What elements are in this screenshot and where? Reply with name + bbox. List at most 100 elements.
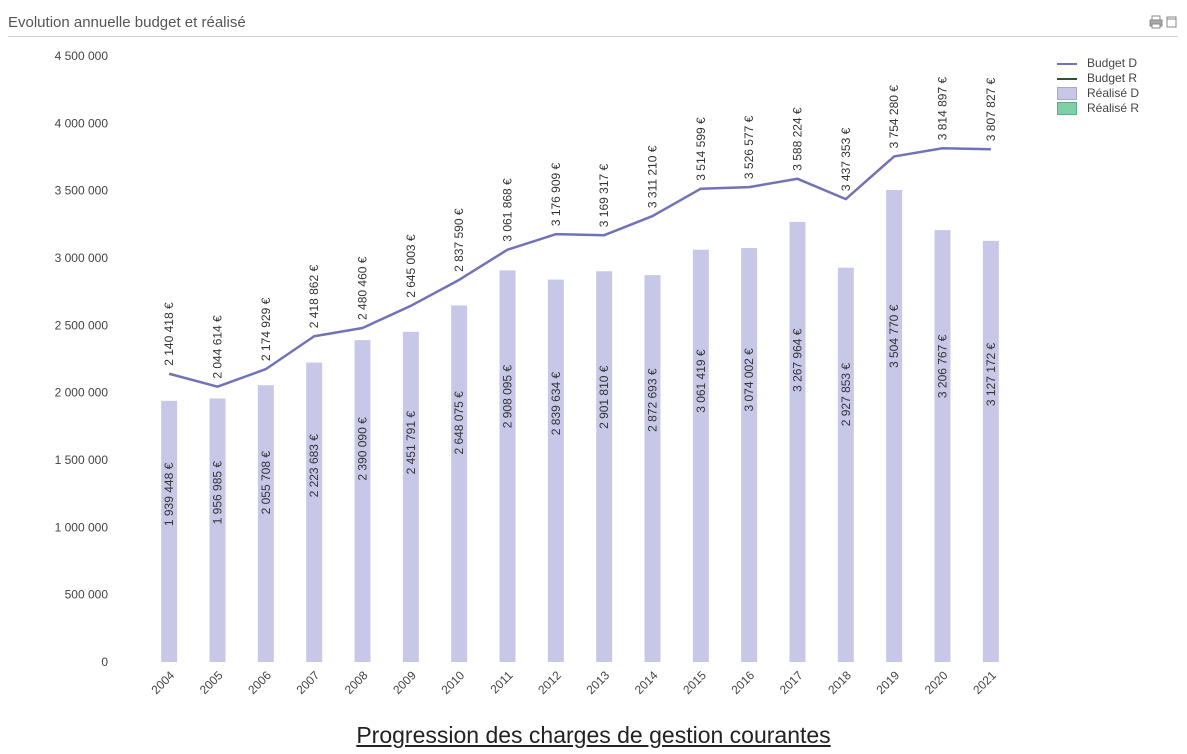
x-tick-label: 2019 <box>874 668 903 697</box>
bar-value-label: 2 901 810 € <box>597 365 611 429</box>
bar-value-label: 3 206 767 € <box>936 334 950 398</box>
budget-r-swatch <box>1057 78 1077 80</box>
bar-value-label: 1 939 448 € <box>162 462 176 526</box>
line-value-label: 3 311 210 € <box>646 145 660 208</box>
x-tick-label: 2005 <box>197 668 226 697</box>
legend-item-budget-r[interactable]: Budget R <box>1055 71 1139 86</box>
bar-realise-d <box>161 400 178 662</box>
chart-toolbar <box>1149 15 1179 29</box>
line-value-label: 2 418 862 € <box>307 265 321 329</box>
bar-value-label: 2 908 095 € <box>501 365 515 429</box>
legend-item-budget-d[interactable]: Budget D <box>1055 56 1139 71</box>
y-tick-label: 1 000 000 <box>55 520 109 534</box>
y-tick-label: 0 <box>101 655 108 669</box>
bar-value-label: 2 839 634 € <box>549 371 563 435</box>
bar-realise-d <box>306 362 323 662</box>
legend-item-realise-d[interactable]: Réalisé D <box>1055 86 1139 101</box>
bar-value-label: 2 872 693 € <box>646 368 660 432</box>
x-tick-label: 2021 <box>970 668 999 697</box>
bar-realise-d <box>741 248 758 662</box>
bar-value-label: 3 267 964 € <box>791 328 805 392</box>
line-value-label: 2 140 418 € <box>162 302 176 366</box>
x-tick-label: 2014 <box>632 668 661 697</box>
x-tick-label: 2004 <box>149 668 178 697</box>
bar-realise-d <box>257 385 274 662</box>
bar-realise-d <box>596 271 613 662</box>
x-tick-label: 2012 <box>535 668 564 697</box>
x-tick-label: 2016 <box>729 668 758 697</box>
bar-realise-d <box>934 230 951 662</box>
y-tick-label: 4 000 000 <box>55 116 109 130</box>
line-value-label: 3 061 868 € <box>501 178 515 242</box>
legend: Budget D Budget R Réalisé D Réalisé R <box>1055 56 1139 116</box>
x-tick-label: 2009 <box>390 668 419 697</box>
bar-realise-d <box>451 305 468 662</box>
line-value-label: 3 807 827 € <box>984 77 998 141</box>
legend-label: Réalisé R <box>1087 101 1140 115</box>
legend-label: Budget D <box>1087 56 1138 70</box>
line-value-label: 2 480 460 € <box>356 256 370 320</box>
bar-value-label: 2 648 075 € <box>452 391 466 455</box>
line-value-label: 2 174 929 € <box>259 297 273 361</box>
bar-realise-d <box>354 340 371 662</box>
chart-header: Evolution annuelle budget et réalisé <box>0 0 1187 38</box>
line-value-label: 3 754 280 € <box>887 85 901 149</box>
line-value-label: 3 526 577 € <box>742 115 756 179</box>
y-tick-label: 500 000 <box>65 588 109 602</box>
bar-realise-d <box>547 279 564 662</box>
y-tick-label: 3 500 000 <box>55 184 109 198</box>
bar-realise-d <box>402 331 419 662</box>
realise-d-swatch <box>1057 87 1077 100</box>
y-tick-label: 4 500 000 <box>55 49 109 63</box>
bar-realise-d <box>499 270 516 662</box>
bar-realise-d <box>644 275 661 662</box>
line-value-label: 2 645 003 € <box>404 234 418 298</box>
bar-value-label: 2 390 090 € <box>356 417 370 481</box>
line-value-label: 2 044 614 € <box>211 315 225 379</box>
x-tick-label: 2020 <box>922 668 951 697</box>
bar-value-label: 2 451 791 € <box>404 411 418 475</box>
header-divider <box>8 36 1178 37</box>
bar-realise-d <box>837 267 854 662</box>
bar-realise-d <box>982 240 999 662</box>
bar-value-label: 3 127 172 € <box>984 342 998 406</box>
bar-realise-d <box>209 398 226 662</box>
bar-value-label: 3 074 002 € <box>742 348 756 412</box>
line-value-label: 3 588 224 € <box>791 107 805 171</box>
x-tick-label: 2008 <box>342 668 371 697</box>
chart-title: Evolution annuelle budget et réalisé <box>8 14 246 31</box>
line-value-label: 3 176 909 € <box>549 162 563 226</box>
legend-label: Réalisé D <box>1087 86 1140 100</box>
bar-realise-d <box>789 221 806 662</box>
line-value-label: 3 814 897 € <box>936 77 950 141</box>
x-tick-label: 2006 <box>245 668 274 697</box>
line-value-label: 2 837 590 € <box>452 208 466 272</box>
chart: 0 500 000 1 000 000 1 500 000 2 000 000 2 500… <box>55 49 1000 697</box>
x-tick-label: 2011 <box>487 668 515 696</box>
line-budget-d <box>168 147 991 388</box>
legend-item-realise-r[interactable]: Réalisé R <box>1055 101 1139 116</box>
x-tick-label: 2007 <box>294 668 323 697</box>
bar-realise-d <box>692 249 709 662</box>
bar-value-label: 3 504 770 € <box>887 304 901 368</box>
bar-value-label: 3 061 419 € <box>694 349 708 413</box>
bar-realise-d <box>886 190 903 663</box>
x-tick-label: 2018 <box>825 668 854 697</box>
line-value-label: 3 514 599 € <box>694 117 708 181</box>
x-tick-label: 2017 <box>777 668 806 697</box>
y-tick-label: 2 500 000 <box>55 318 109 332</box>
y-tick-label: 2 000 000 <box>55 386 109 400</box>
y-tick-label: 3 000 000 <box>55 251 109 265</box>
x-tick-label: 2013 <box>584 668 613 697</box>
budget-d-swatch <box>1057 63 1077 65</box>
bar-value-label: 1 956 985 € <box>211 461 225 525</box>
x-tick-label: 2015 <box>680 668 709 697</box>
figure-caption: Progression des charges de gestion coura… <box>356 722 831 748</box>
x-tick-label: 2010 <box>439 668 468 697</box>
printer-icon[interactable] <box>1149 15 1163 29</box>
y-tick-label: 1 500 000 <box>55 453 109 467</box>
bar-value-label: 2 927 853 € <box>839 363 853 427</box>
restore-icon[interactable] <box>1165 15 1179 29</box>
realise-r-swatch <box>1057 102 1077 115</box>
bar-value-label: 2 223 683 € <box>307 434 321 498</box>
